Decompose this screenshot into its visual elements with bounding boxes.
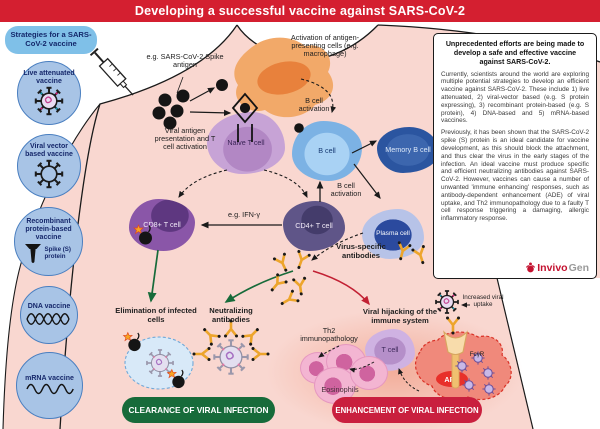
label-virus-specific-antibodies: Virus-specific antibodies — [336, 242, 386, 260]
enhancement-label: ENHANCEMENT OF VIRAL INFECTION — [335, 405, 479, 415]
cell-label: CD4+ T cell — [295, 221, 333, 231]
cell-label: B cell — [318, 146, 336, 156]
label-increased-uptake: Increased viral uptake — [462, 294, 504, 309]
sidebar-item-mrna-vaccine: mRNA vaccine — [16, 352, 83, 419]
label-fcgr: FcγR — [469, 351, 485, 358]
info-text-box: Unprecedented efforts are being made to … — [433, 33, 597, 279]
spike-protein-icon — [24, 243, 41, 263]
sidebar-item-label: mRNA vaccine — [25, 374, 74, 382]
sidebar-item-label: Viral vector based vaccine — [25, 143, 73, 158]
page-title: Developing a successful vaccine against … — [134, 4, 466, 18]
spike-protein-label: Spike (S) protein — [44, 245, 71, 260]
label-b-cell-activation-apc: B cell activation — [298, 96, 330, 114]
label-viral-hijacking: Viral hijacking of the immune system — [362, 307, 438, 325]
sidebar-item-label: Live attenuated vaccine — [23, 70, 75, 85]
label-antigen-example: e.g. SARS-CoV-2 Spike antigen — [146, 52, 224, 70]
invivogen-logo-icon — [526, 262, 536, 273]
viral-vector-icon — [32, 159, 66, 189]
apc-label-badge: APC — [436, 371, 468, 387]
sidebar-item-live-attenuated-vaccine: Live attenuated vaccine — [17, 61, 81, 125]
dna-helix-icon — [26, 312, 70, 325]
cell-label: Naive T cell — [227, 138, 265, 148]
live-attenuated-virus-icon — [32, 86, 66, 116]
sidebar-item-recombinant-protein-vaccine: Recombinant protein-based vaccine Spike … — [14, 207, 83, 276]
label-ifn-gamma: e.g. IFN-γ — [227, 210, 261, 219]
apc-label: APC — [444, 374, 460, 384]
brand-invivo: Invivo — [537, 262, 568, 274]
sidebar-item-dna-vaccine: DNA vaccine — [20, 286, 78, 344]
cell-label: Memory B cell — [385, 145, 431, 155]
label-eosinophils: Eosinophils — [321, 385, 359, 394]
infobox-paragraph-2: Previously, it has been shown that the S… — [441, 129, 589, 223]
cell-memory-b: Memory B cell — [377, 127, 439, 173]
sidebar-item-label: Recombinant protein-based vaccine — [25, 218, 72, 241]
label-elimination: Elimination of infected cells — [115, 306, 197, 324]
clearance-label: CLEARANCE OF VIRAL INFECTION — [128, 405, 269, 415]
brand-gen: Gen — [568, 262, 589, 274]
sidebar-header: Strategies for a SARS-CoV-2 vaccine — [5, 26, 97, 54]
infobox-headline: Unprecedented efforts are being made to … — [445, 40, 585, 66]
cell-label: Plasma cell — [376, 229, 410, 237]
invivogen-logo: Invivo Gen — [525, 262, 589, 274]
label-antigen-presentation: Viral antigen presentation and T cell ac… — [154, 126, 216, 152]
clearance-outcome-pill: CLEARANCE OF VIRAL INFECTION — [122, 397, 275, 423]
sidebar-header-label: Strategies for a SARS-CoV-2 vaccine — [10, 30, 92, 48]
sidebar-item-viral-vector-vaccine: Viral vector based vaccine — [17, 134, 81, 198]
label-neutralizing: Neutralizing antibodies — [209, 306, 253, 324]
cell-label: CD8+ T cell — [143, 220, 181, 230]
label-th2: Th2 immunopathology — [300, 326, 358, 344]
cell-label: T cell — [381, 345, 399, 355]
mrna-strand-icon — [25, 384, 74, 395]
infected-cell — [124, 336, 194, 390]
sidebar-item-label: DNA vaccine — [27, 303, 71, 311]
label-b-cell-activation-cd4: B cell activation — [330, 181, 362, 199]
enhancement-outcome-pill: ENHANCEMENT OF VIRAL INFECTION — [332, 397, 482, 423]
title-banner: Developing a successful vaccine against … — [0, 0, 600, 22]
infobox-paragraph-1: Currently, scientists around the world a… — [441, 70, 589, 125]
label-apc-activation: Activation of antigen-presenting cells (… — [290, 33, 360, 59]
